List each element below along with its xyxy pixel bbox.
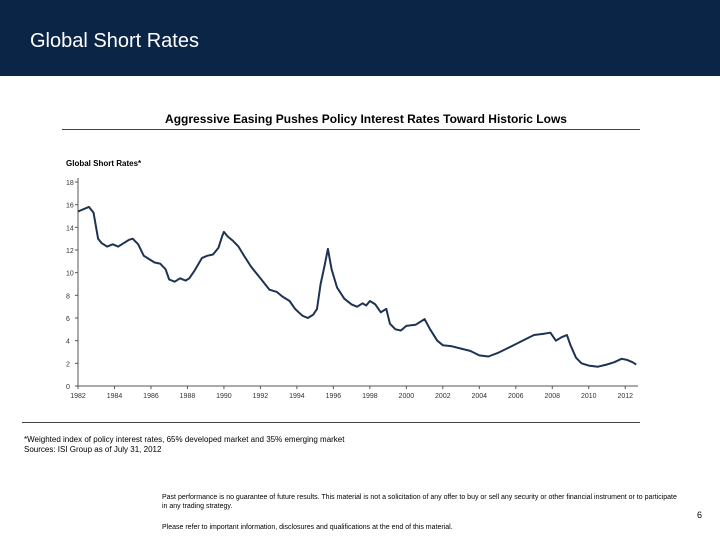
x-tick-label: 2000 <box>399 393 415 400</box>
y-tick-label: 2 <box>66 361 70 368</box>
x-tick-label: 2002 <box>435 393 451 400</box>
series-line-global-short-rates <box>77 205 637 368</box>
x-tick-label: 1988 <box>180 393 196 400</box>
top-divider <box>62 129 640 130</box>
y-tick-label: 0 <box>66 384 70 391</box>
x-tick-label: 1992 <box>253 393 269 400</box>
header-bar: Global Short Rates <box>0 0 720 76</box>
x-tick-label: 2004 <box>472 393 488 400</box>
x-tick-label: 1984 <box>107 393 123 400</box>
chart-series <box>77 205 637 368</box>
y-tick-label: 18 <box>66 180 74 187</box>
y-tick-label: 12 <box>66 248 74 255</box>
y-tick-label: 6 <box>66 316 70 323</box>
x-tick-label: 2010 <box>581 393 597 400</box>
x-tick-label: 1986 <box>143 393 159 400</box>
chart-heading: Aggressive Easing Pushes Policy Interest… <box>165 112 567 126</box>
x-tick-label: 1996 <box>326 393 342 400</box>
disclaimer-performance: Past performance is no guarantee of futu… <box>162 494 677 510</box>
y-tick-label: 16 <box>66 203 74 210</box>
x-tick-label: 1994 <box>289 393 305 400</box>
y-tick-label: 14 <box>66 225 74 232</box>
y-tick-label: 8 <box>66 293 70 300</box>
page-number: 6 <box>697 510 703 520</box>
chart-title: Global Short Rates* <box>66 159 142 168</box>
footnote-sources: Sources: ISI Group as of July 31, 2012 <box>24 445 162 454</box>
y-tick-label: 10 <box>66 271 74 278</box>
x-tick-label: 1982 <box>70 393 86 400</box>
x-tick-label: 2006 <box>508 393 524 400</box>
y-tick-label: 4 <box>66 339 70 346</box>
x-tick-label: 1998 <box>362 393 378 400</box>
x-tick-label: 1990 <box>216 393 232 400</box>
x-tick-label: 2008 <box>544 393 560 400</box>
footnote-weighting: *Weighted index of policy interest rates… <box>24 435 345 444</box>
chart-axes <box>77 178 638 387</box>
x-tick-label: 2012 <box>617 393 633 400</box>
page-title: Global Short Rates <box>30 30 199 52</box>
bottom-divider <box>22 422 640 423</box>
x-axis-ticks: 1982 1984 1986 1988 1990 1992 1994 1996 1998 2000… <box>70 386 633 400</box>
disclaimer-refer: Please refer to important information, d… <box>162 524 453 531</box>
y-axis-ticks: 0 2 4 6 8 10 12 14 16 18 <box>66 180 78 391</box>
